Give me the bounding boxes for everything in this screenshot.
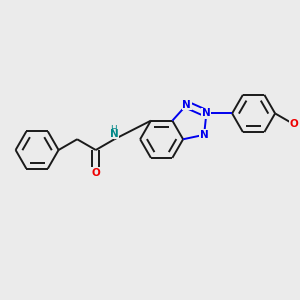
Text: O: O [289,119,298,129]
Text: N: N [200,130,208,140]
Text: H: H [110,125,117,134]
Text: O: O [92,168,100,178]
Text: N: N [110,129,119,139]
Text: N: N [182,100,191,110]
Text: N: N [202,108,211,118]
